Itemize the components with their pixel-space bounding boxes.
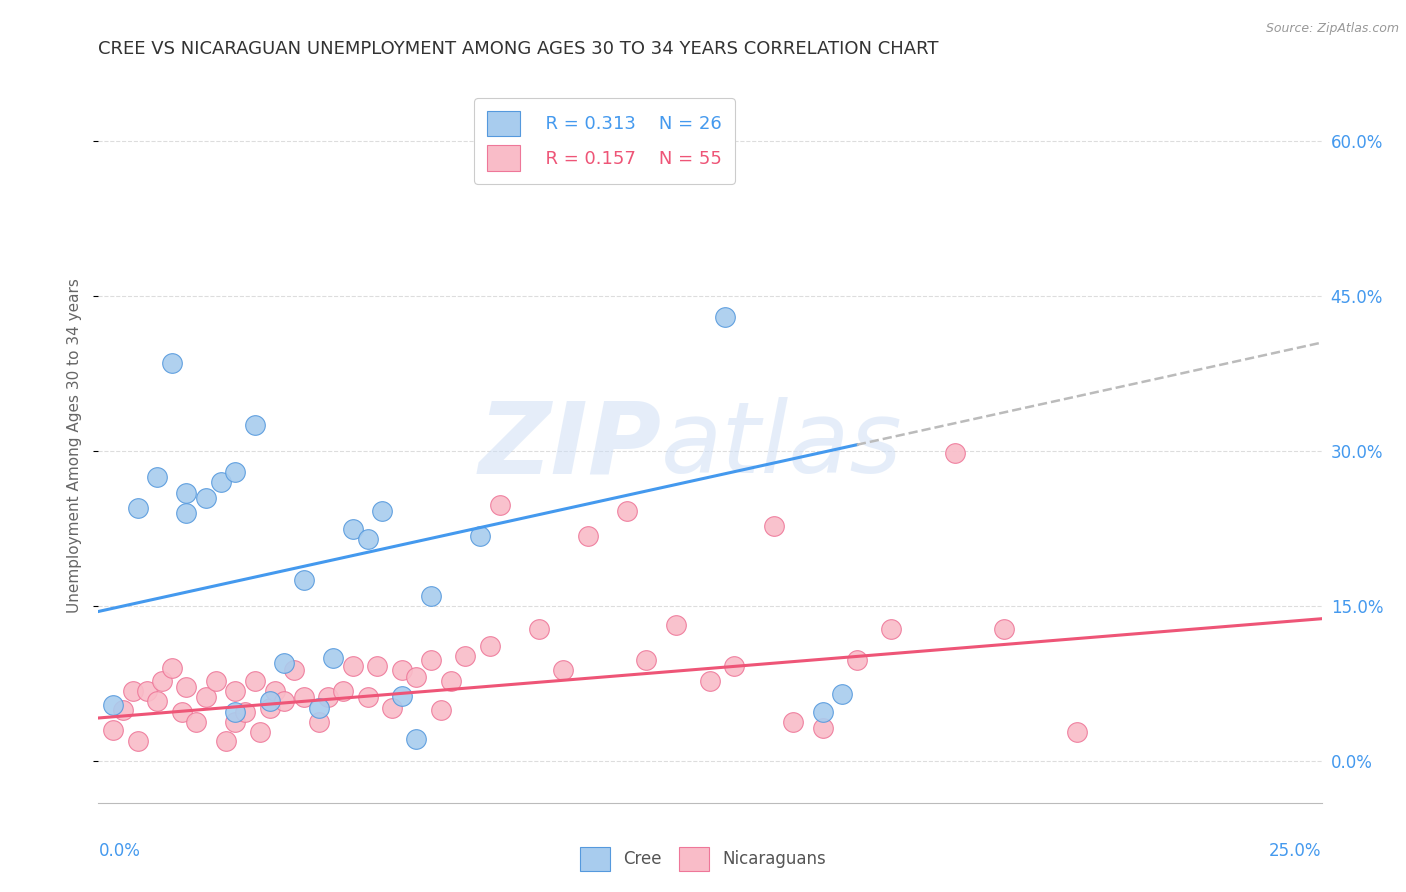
Point	[342, 659, 364, 673]
Point	[811, 722, 834, 736]
Point	[342, 522, 364, 536]
Point	[101, 698, 124, 712]
Y-axis label: Unemployment Among Ages 30 to 34 years: Unemployment Among Ages 30 to 34 years	[67, 278, 83, 614]
Point	[308, 715, 330, 730]
Text: 0.0%: 0.0%	[98, 842, 141, 860]
Point	[391, 664, 413, 678]
Point	[186, 715, 208, 730]
Text: atlas: atlas	[661, 398, 903, 494]
Text: ZIP: ZIP	[478, 398, 661, 494]
Point	[273, 694, 295, 708]
Point	[782, 715, 804, 730]
Point	[366, 659, 388, 673]
Point	[292, 690, 315, 705]
Point	[259, 700, 281, 714]
Point	[553, 664, 575, 678]
Point	[405, 670, 427, 684]
Point	[292, 574, 315, 588]
Point	[243, 673, 266, 688]
Point	[665, 618, 688, 632]
Point	[440, 673, 463, 688]
Point	[713, 310, 735, 324]
Point	[195, 690, 218, 705]
Point	[195, 491, 218, 505]
Point	[318, 690, 340, 705]
Point	[454, 648, 477, 663]
Point	[209, 475, 232, 490]
Text: 25.0%: 25.0%	[1270, 842, 1322, 860]
Point	[127, 501, 149, 516]
Point	[249, 725, 271, 739]
Point	[146, 470, 169, 484]
Text: CREE VS NICARAGUAN UNEMPLOYMENT AMONG AGES 30 TO 34 YEARS CORRELATION CHART: CREE VS NICARAGUAN UNEMPLOYMENT AMONG AG…	[98, 40, 939, 58]
Point	[699, 673, 721, 688]
Point	[576, 529, 599, 543]
Point	[176, 485, 198, 500]
Point	[356, 532, 378, 546]
Point	[111, 703, 134, 717]
Point	[430, 703, 453, 717]
Point	[224, 684, 246, 698]
Point	[263, 684, 285, 698]
Point	[101, 723, 124, 738]
Point	[356, 690, 378, 705]
Point	[762, 518, 785, 533]
Point	[943, 446, 966, 460]
Point	[243, 418, 266, 433]
Point	[1066, 725, 1088, 739]
Point	[176, 680, 198, 694]
Point	[636, 653, 658, 667]
Point	[420, 589, 443, 603]
Point	[468, 529, 491, 543]
Point	[831, 687, 853, 701]
Point	[420, 653, 443, 667]
Point	[146, 694, 169, 708]
Point	[176, 506, 198, 520]
Point	[322, 651, 344, 665]
Point	[224, 705, 246, 719]
Point	[214, 733, 236, 747]
Text: Source: ZipAtlas.com: Source: ZipAtlas.com	[1265, 22, 1399, 36]
Point	[259, 694, 281, 708]
Point	[332, 684, 354, 698]
Point	[136, 684, 159, 698]
Point	[127, 733, 149, 747]
Point	[478, 639, 501, 653]
Point	[273, 656, 295, 670]
Point	[845, 653, 868, 667]
Legend: Cree, Nicaraguans: Cree, Nicaraguans	[572, 839, 834, 880]
Point	[993, 622, 1015, 636]
Point	[723, 659, 745, 673]
Point	[381, 700, 404, 714]
Point	[811, 705, 834, 719]
Point	[308, 700, 330, 714]
Point	[170, 705, 193, 719]
Point	[160, 356, 183, 370]
Point	[371, 504, 394, 518]
Point	[880, 622, 903, 636]
Point	[150, 673, 173, 688]
Point	[488, 498, 510, 512]
Point	[224, 715, 246, 730]
Point	[121, 684, 143, 698]
Point	[616, 504, 638, 518]
Point	[224, 465, 246, 479]
Point	[405, 731, 427, 746]
Point	[205, 673, 228, 688]
Legend:   R = 0.313    N = 26,   R = 0.157    N = 55: R = 0.313 N = 26, R = 0.157 N = 55	[474, 98, 734, 184]
Point	[233, 705, 256, 719]
Point	[391, 690, 413, 704]
Point	[527, 622, 550, 636]
Point	[283, 664, 305, 678]
Point	[160, 661, 183, 675]
